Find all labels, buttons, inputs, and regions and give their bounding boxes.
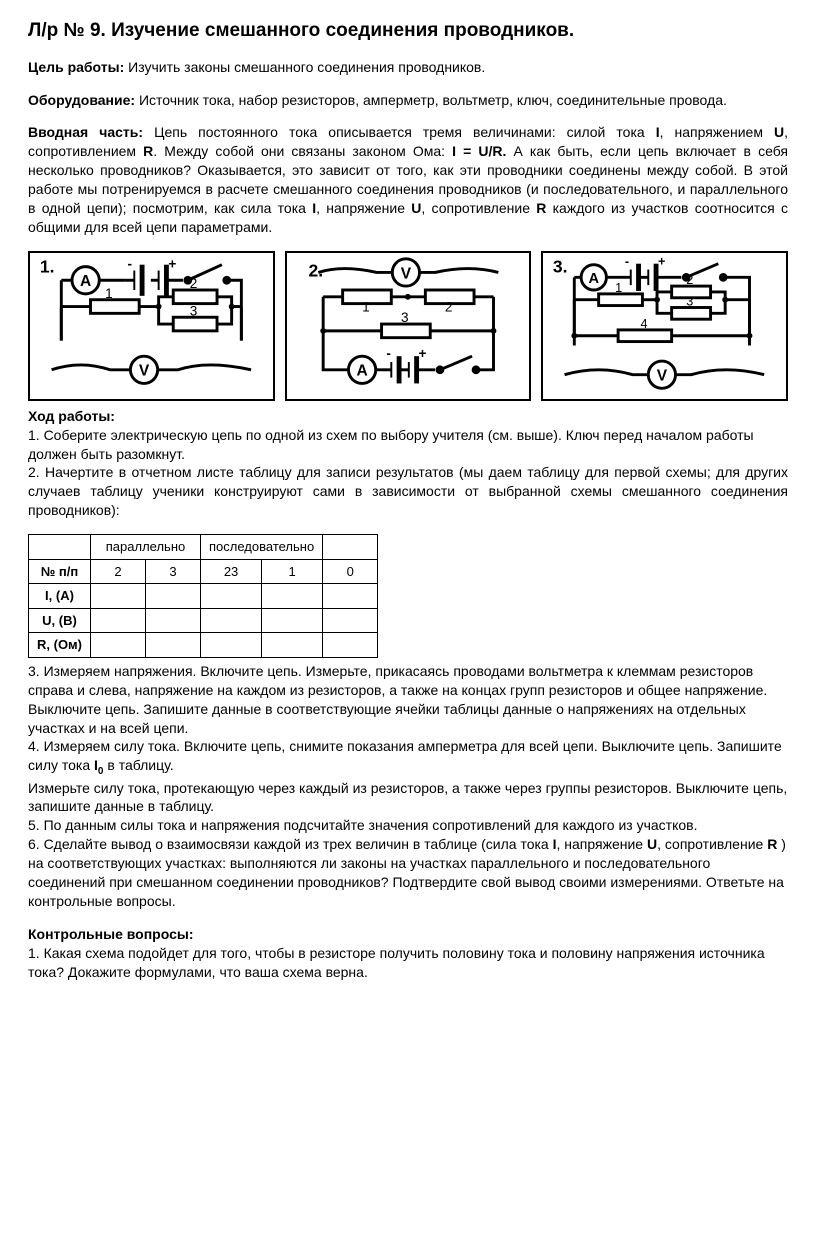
goal-paragraph: Цель работы: Изучить законы смешанного с… bbox=[28, 58, 788, 77]
svg-text:A: A bbox=[80, 273, 91, 290]
schema-1-label: 1. bbox=[40, 256, 55, 276]
circuit-schema-3: 3. A - + bbox=[541, 251, 788, 401]
schema-3-label: 3. bbox=[553, 256, 568, 276]
svg-text:V: V bbox=[139, 362, 150, 379]
step-3: 3. Измеряем напряжения. Включите цепь. И… bbox=[28, 662, 788, 738]
svg-text:4: 4 bbox=[641, 317, 648, 331]
table-header-serial: последовательно bbox=[201, 535, 323, 560]
step-2: 2. Начертите в отчетном листе таблицу дл… bbox=[28, 463, 788, 520]
svg-text:2: 2 bbox=[687, 273, 694, 287]
step-6: 6. Сделайте вывод о взаимосвязи каждой и… bbox=[28, 835, 788, 911]
svg-text:+: + bbox=[168, 256, 176, 271]
intro-label: Вводная часть: bbox=[28, 124, 143, 140]
svg-text:3: 3 bbox=[401, 310, 409, 325]
svg-text:3: 3 bbox=[190, 303, 198, 318]
svg-text:-: - bbox=[127, 256, 132, 271]
goal-text: Изучить законы смешанного соединения про… bbox=[124, 59, 485, 75]
equipment-text: Источник тока, набор резисторов, амперме… bbox=[135, 92, 727, 108]
svg-text:2: 2 bbox=[445, 299, 453, 314]
circuit-schema-2: 2. V bbox=[285, 251, 532, 401]
goal-label: Цель работы: bbox=[28, 59, 124, 75]
svg-text:A: A bbox=[356, 362, 367, 379]
svg-text:1: 1 bbox=[105, 286, 113, 301]
step-5: 5. По данным силы тока и напряжения подс… bbox=[28, 816, 788, 835]
svg-text:+: + bbox=[418, 346, 426, 361]
svg-text:-: - bbox=[386, 346, 391, 361]
equipment-paragraph: Оборудование: Источник тока, набор резис… bbox=[28, 91, 788, 110]
work-heading: Ход работы: bbox=[28, 407, 788, 426]
svg-text:-: - bbox=[625, 254, 629, 268]
intro-paragraph: Вводная часть: Цепь постоянного тока опи… bbox=[28, 123, 788, 236]
svg-text:1: 1 bbox=[362, 299, 370, 314]
svg-text:V: V bbox=[657, 367, 668, 384]
circuit-schemas-row: 1. A - + bbox=[28, 251, 788, 401]
circuit-schema-1: 1. A - + bbox=[28, 251, 275, 401]
step-1: 1. Соберите электрическую цепь по одной … bbox=[28, 426, 788, 464]
table-header-parallel: параллельно bbox=[91, 535, 201, 560]
control-heading: Контрольные вопросы: bbox=[28, 925, 788, 944]
control-q1: 1. Какая схема подойдет для того, чтобы … bbox=[28, 944, 788, 982]
step-4c: Измерьте силу тока, протекающую через ка… bbox=[28, 779, 788, 817]
results-table: параллельно последовательно № п/п 2 3 23… bbox=[28, 534, 378, 658]
equipment-label: Оборудование: bbox=[28, 92, 135, 108]
svg-text:1: 1 bbox=[616, 281, 623, 295]
svg-text:+: + bbox=[658, 254, 665, 268]
svg-text:2: 2 bbox=[190, 276, 198, 291]
svg-text:3: 3 bbox=[687, 294, 694, 308]
page-title: Л/р № 9. Изучение смешанного соединения … bbox=[28, 18, 788, 44]
svg-text:A: A bbox=[589, 271, 600, 287]
step-4a: 4. Измеряем силу тока. Включите цепь, сн… bbox=[28, 737, 788, 778]
svg-text:V: V bbox=[400, 265, 411, 282]
